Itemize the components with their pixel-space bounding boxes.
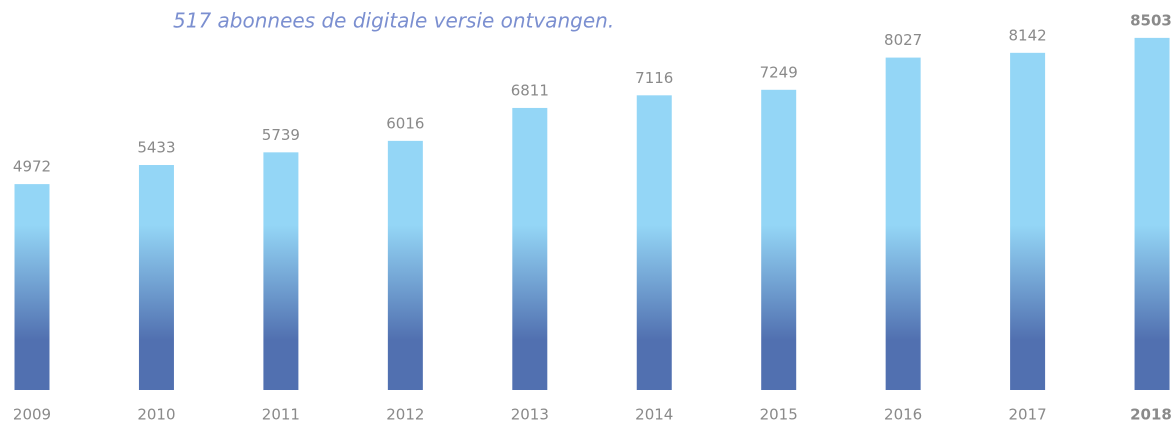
value-label: 7249 — [760, 63, 798, 81]
value-label: 5739 — [262, 126, 300, 144]
x-tick-label: 2012 — [386, 406, 424, 422]
bar — [512, 107, 548, 391]
bar — [885, 57, 921, 390]
value-label: 8142 — [1009, 26, 1047, 44]
x-tick-label: 2017 — [1009, 406, 1047, 422]
bar — [387, 140, 423, 390]
x-tick-label: 2009 — [13, 406, 51, 422]
x-tick-label: 2016 — [884, 406, 922, 422]
value-label: 7116 — [635, 69, 673, 87]
bar — [636, 95, 672, 391]
bar — [138, 165, 174, 390]
bar — [761, 89, 797, 390]
x-tick-label: 2011 — [262, 406, 300, 422]
bar — [263, 152, 299, 390]
value-label: 6016 — [386, 114, 424, 132]
bar — [1134, 37, 1170, 390]
x-tick-label: 2015 — [760, 406, 798, 422]
value-label: 4972 — [13, 158, 51, 176]
bar — [1010, 52, 1046, 391]
x-tick-label: 2018 — [1130, 406, 1172, 422]
value-label: 8503 — [1130, 11, 1172, 29]
bar — [14, 184, 50, 390]
value-label: 8027 — [884, 31, 922, 49]
x-tick-label: 2014 — [635, 406, 673, 422]
value-label: 5433 — [137, 139, 175, 157]
value-label: 6811 — [511, 81, 549, 99]
x-tick-label: 2013 — [511, 406, 549, 422]
chart-title: 517 abonnees de digitale versie ontvange… — [173, 9, 614, 33]
x-tick-label: 2010 — [137, 406, 175, 422]
